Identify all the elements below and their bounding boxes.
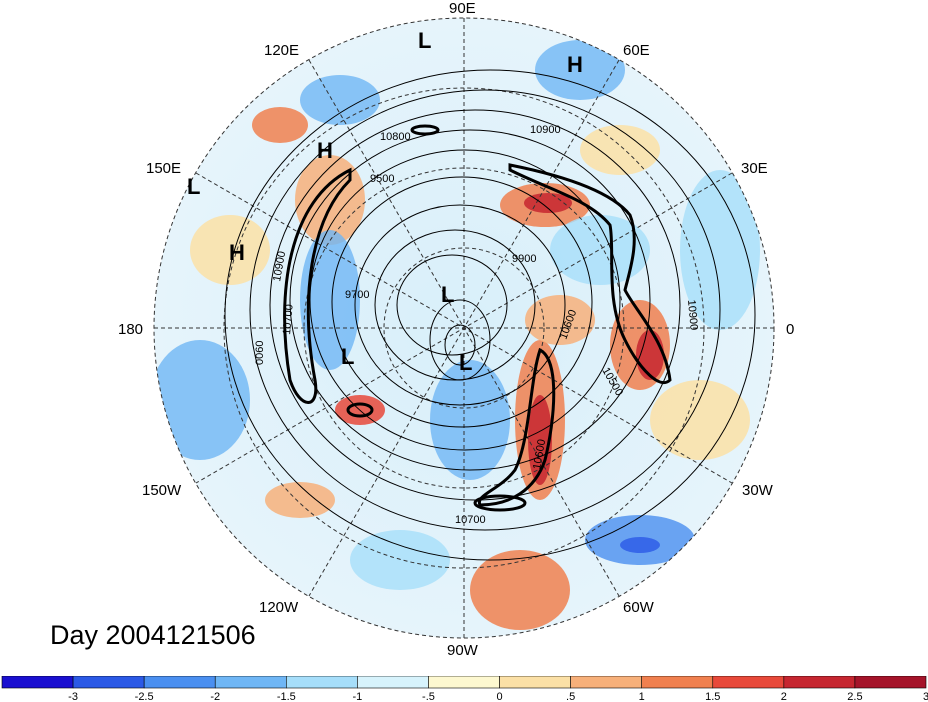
colorbar-tick-label: 3 xyxy=(923,691,928,702)
colorbar-segment xyxy=(712,676,785,689)
colorbar-tick-label: -2 xyxy=(210,691,220,702)
colorbar-tick-label: 0 xyxy=(496,691,502,702)
lon-label-60w: 60W xyxy=(623,599,654,616)
lon-label-0: 0 xyxy=(786,321,795,338)
colorbar-segment xyxy=(570,676,642,689)
colorbar-tick-label: 1 xyxy=(639,691,645,702)
colorbar-tick-label: 2 xyxy=(781,691,787,702)
colorbar-segment xyxy=(143,676,216,689)
contour-label: 10800 xyxy=(380,131,411,143)
pressure-high-marker: H xyxy=(317,138,333,163)
contour-label: 9900 xyxy=(512,253,536,265)
colorbar-tick-label: -.5 xyxy=(422,691,435,702)
lon-label-30w: 30W xyxy=(742,482,773,499)
colorbar-tick-label: 1.5 xyxy=(705,691,720,702)
pressure-high-marker: H xyxy=(229,240,245,265)
lon-label-120e: 120E xyxy=(264,42,300,59)
colorbar-segment xyxy=(286,676,358,689)
contour-label: 0060 xyxy=(254,341,266,365)
contour-label: 10700 xyxy=(455,514,486,526)
contour-label: 10900 xyxy=(271,250,288,282)
lon-label-90e: 90E xyxy=(449,0,476,17)
pressure-high-marker: H xyxy=(567,52,583,77)
colorbar-tick-label: .5 xyxy=(566,691,575,702)
colorbar-segment xyxy=(357,676,429,689)
colorbar-segment xyxy=(783,676,856,689)
anomaly-field xyxy=(154,18,774,638)
colorbar-tick-label: -1.5 xyxy=(277,691,296,702)
colorbar-tick-label: -1 xyxy=(352,691,362,702)
polar-stereographic-map: 10800 10900 9500 9900 9700 10900 10700 0… xyxy=(153,17,775,639)
pressure-low-marker: L xyxy=(187,174,201,199)
pressure-low-marker: L xyxy=(441,282,455,307)
pressure-low-marker: L xyxy=(341,344,355,369)
colorbar-tick-label: 2.5 xyxy=(847,691,862,702)
contour-label: 10700 xyxy=(281,304,296,336)
lon-label-120w: 120W xyxy=(259,599,299,616)
contour-label: 9500 xyxy=(370,173,394,185)
colorbar-segment xyxy=(428,676,500,689)
jet-contours xyxy=(283,124,672,512)
colorbar-segment xyxy=(641,676,714,689)
lon-label-30e: 30E xyxy=(741,160,768,177)
colorbar: -3 -2.5 -2 -1.5 -1 -.5 0 .5 1 1.5 2 2.5 3 xyxy=(1,676,928,702)
lon-label-60e: 60E xyxy=(623,42,650,59)
colorbar-segment xyxy=(499,676,571,689)
plot-title: Day 2004121506 xyxy=(50,620,256,650)
colorbar-segment xyxy=(214,676,287,689)
colorbar-segment xyxy=(72,676,145,689)
map-boundary xyxy=(153,17,775,639)
pressure-low-marker: L xyxy=(459,350,473,375)
colorbar-tick-label: -2.5 xyxy=(135,691,154,702)
lon-label-150w: 150W xyxy=(142,482,182,499)
contour-label: 10600 xyxy=(531,438,548,470)
colorbar-segment xyxy=(1,676,74,689)
pressure-low-marker: L xyxy=(418,28,432,53)
colorbar-tick-label: -3 xyxy=(68,691,78,702)
contour-label: 10900 xyxy=(530,124,561,136)
lat-lon-grid xyxy=(154,18,774,638)
lon-label-90w: 90W xyxy=(447,642,478,659)
lon-label-180: 180 xyxy=(118,321,144,338)
lon-label-150e: 150E xyxy=(146,160,182,177)
contour-label: 10900 xyxy=(685,299,700,331)
colorbar-segment xyxy=(854,676,927,689)
contour-label: 9700 xyxy=(345,289,369,301)
height-contours xyxy=(224,69,756,561)
